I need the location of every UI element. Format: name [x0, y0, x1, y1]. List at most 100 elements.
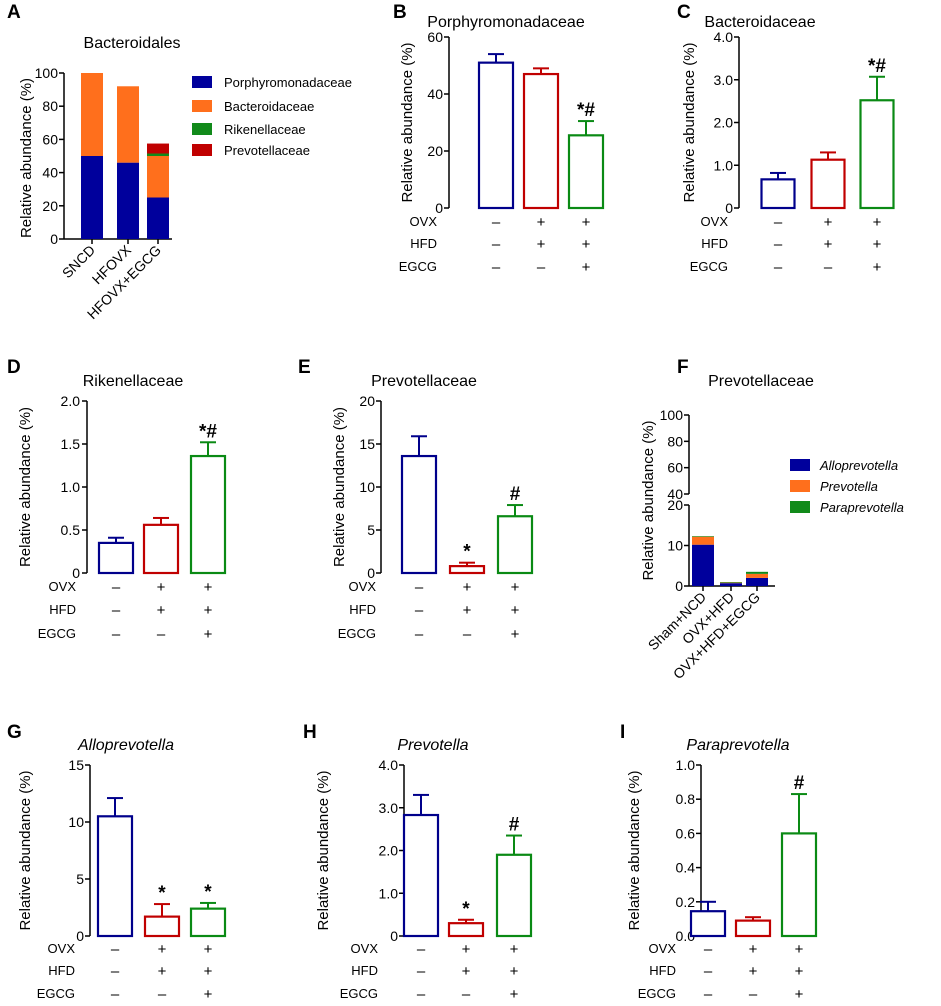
condition-sign: +	[158, 963, 167, 980]
y-axis-label: Relative abundance (%)	[640, 420, 657, 580]
condition-sign: –	[537, 259, 546, 276]
condition-label: OVX	[49, 579, 77, 594]
y-tick-label: 1.0	[676, 757, 696, 773]
condition-sign: +	[510, 963, 519, 980]
condition-sign: –	[417, 941, 426, 958]
condition-sign: –	[774, 259, 783, 276]
condition-label: EGCG	[690, 259, 728, 274]
significance-marker: #	[510, 484, 521, 505]
y-tick-label: 10	[359, 479, 375, 495]
significance-marker: #	[509, 815, 520, 836]
y-tick-label: 0	[72, 565, 80, 581]
condition-sign: +	[749, 963, 758, 980]
y-tick-label: 2.0	[61, 393, 81, 409]
y-tick-label: 40	[42, 165, 58, 181]
condition-sign: +	[511, 579, 520, 596]
y-axis-label: Relative abundance (%)	[399, 42, 416, 202]
condition-sign: –	[824, 259, 833, 276]
y-axis-label: Relative abundance (%)	[331, 407, 348, 567]
condition-sign: –	[463, 626, 472, 643]
y-tick-label: 60	[42, 131, 58, 147]
panel-b: B Porphyromonadaceae 0 20 40 60 Relative abund…	[393, 2, 605, 276]
panel-title: Bacteroidaceae	[704, 14, 815, 31]
y-tick-label: 0	[435, 200, 443, 216]
y-tick-label: 20	[42, 198, 58, 214]
y-tick-label: 0.6	[676, 825, 696, 841]
condition-sign: +	[510, 941, 519, 958]
panel-title: Bacteroidales	[84, 35, 181, 52]
bar	[760, 178, 796, 210]
panel-title: Porphyromonadaceae	[427, 14, 585, 31]
y-axis-label: Relative abundance (%)	[315, 770, 332, 930]
condition-sign: –	[112, 579, 121, 596]
panel-label: F	[677, 357, 689, 378]
condition-sign: +	[795, 963, 804, 980]
significance-marker: #	[794, 773, 805, 794]
condition-sign: –	[415, 626, 424, 643]
y-tick-label: 0.8	[676, 791, 696, 807]
condition-sign: +	[462, 941, 471, 958]
condition-label: OVX	[701, 214, 729, 229]
condition-sign: +	[204, 986, 213, 1003]
condition-sign: –	[415, 579, 424, 596]
legend-label: Prevotellaceae	[224, 143, 310, 158]
bar	[859, 99, 895, 210]
condition-sign: –	[492, 259, 501, 276]
condition-label: EGCG	[399, 259, 437, 274]
y-tick-label: 0	[725, 200, 733, 216]
y-tick-label: 3.0	[379, 800, 399, 816]
condition-sign: –	[157, 626, 166, 643]
condition-sign: +	[795, 941, 804, 958]
legend-label: Bacteroidaceae	[224, 99, 314, 114]
condition-label: OVX	[351, 941, 379, 956]
y-tick-label: 0	[76, 928, 84, 944]
panel-i: IParaprevotella0.00.20.40.60.81.0Relativ…	[620, 722, 818, 1003]
stacked-bar-segment	[81, 156, 103, 239]
y-tick-label: 60	[427, 29, 443, 45]
y-tick-label: 0.2	[676, 894, 696, 910]
bar	[189, 454, 227, 575]
condition-sign: +	[582, 259, 591, 276]
y-tick-label: 10	[667, 538, 683, 554]
legend-swatch	[192, 144, 212, 156]
condition-sign: +	[158, 941, 167, 958]
condition-label: OVX	[349, 579, 377, 594]
condition-sign: +	[873, 259, 882, 276]
condition-sign: +	[824, 236, 833, 253]
condition-sign: +	[463, 602, 472, 619]
stacked-bar-segment	[81, 73, 103, 156]
condition-label: HFD	[649, 963, 676, 978]
bar	[522, 72, 560, 210]
condition-sign: –	[417, 963, 426, 980]
y-tick-label: 0.4	[676, 860, 696, 876]
y-tick-label: 15	[359, 436, 375, 452]
condition-label: EGCG	[37, 986, 75, 1001]
bar	[567, 134, 605, 210]
y-axis-label: Relative abundance (%)	[18, 78, 35, 238]
y-axis-label: Relative abundance (%)	[681, 42, 698, 202]
y-axis-label: Relative abundance (%)	[626, 770, 643, 930]
condition-label: OVX	[410, 214, 438, 229]
stacked-bar-segment	[720, 582, 742, 584]
legend-label: Porphyromonadaceae	[224, 75, 352, 90]
y-axis-label: Relative abundance (%)	[17, 770, 34, 930]
condition-label: HFD	[49, 602, 76, 617]
condition-sign: +	[511, 602, 520, 619]
stacked-bar-segment	[147, 197, 169, 239]
legend-label: Paraprevotella	[820, 500, 904, 515]
significance-marker: *#	[577, 100, 595, 121]
panel-label: A	[7, 2, 21, 23]
condition-sign: –	[415, 602, 424, 619]
y-tick-label: 10	[68, 814, 84, 830]
stacked-bar-segment	[692, 536, 714, 545]
panel-label: G	[7, 722, 22, 743]
y-tick-label: 5	[76, 871, 84, 887]
panel-label: I	[620, 722, 625, 743]
bar	[96, 815, 134, 938]
panel-title: Prevotellaceae	[708, 373, 814, 390]
stacked-bar-segment	[147, 156, 169, 198]
panel-title: Alloprevotella	[77, 737, 174, 754]
bar	[143, 915, 181, 938]
y-tick-label: 0	[50, 231, 58, 247]
